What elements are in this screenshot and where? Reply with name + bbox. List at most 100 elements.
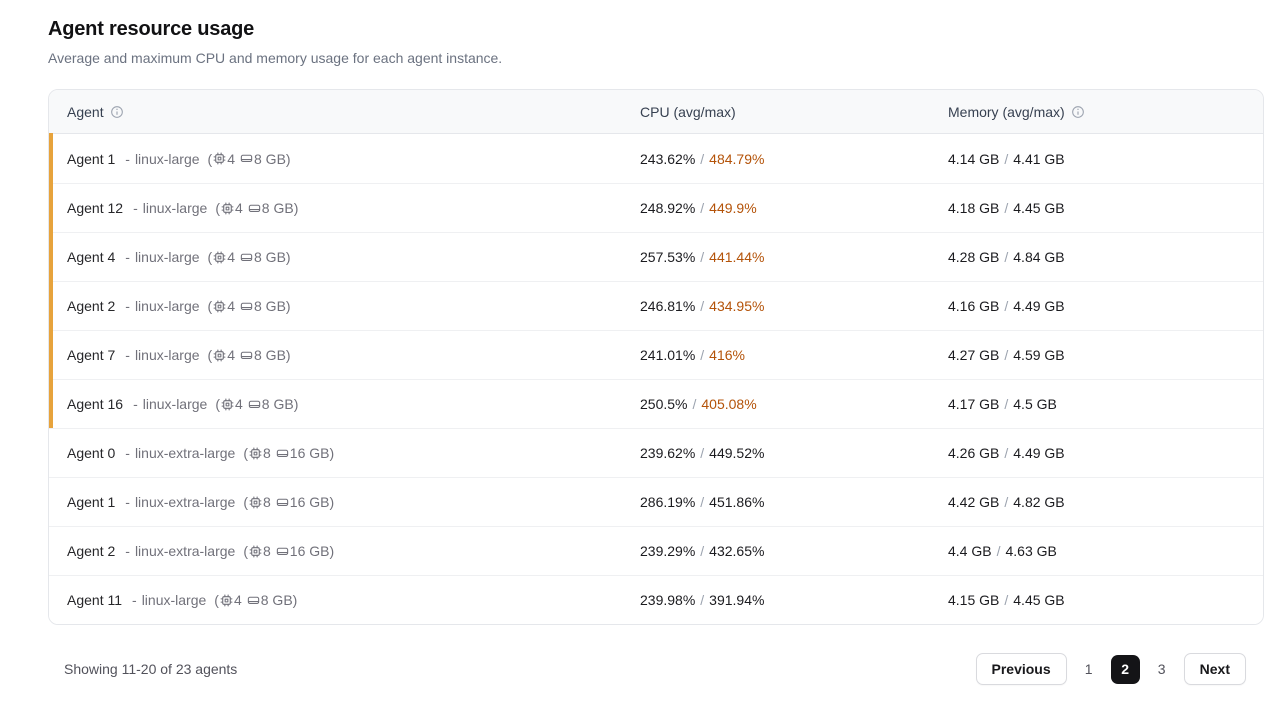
dash: - — [132, 592, 137, 608]
page-number-1[interactable]: 1 — [1084, 661, 1093, 677]
slash: / — [1004, 445, 1009, 461]
agent-cpus: 4 — [227, 150, 235, 167]
slash: / — [1004, 396, 1009, 412]
mem-max: 4.45 GB — [1013, 200, 1065, 216]
open-paren: ( — [214, 592, 219, 608]
memory-cell: 4.16 GB / 4.49 GB — [948, 298, 1263, 314]
agent-cpus: 4 — [233, 592, 242, 608]
cpu-max: 391.94% — [709, 592, 765, 608]
info-icon[interactable] — [110, 105, 124, 119]
cpu-cell: 239.98% / 391.94% — [640, 592, 948, 608]
agent-cell: Agent 0 - linux-extra-large ( 8 16 GB ) — [49, 445, 640, 461]
dash: - — [133, 200, 138, 216]
cpu-avg: 241.01% — [640, 347, 696, 363]
page-number-3[interactable]: 3 — [1157, 661, 1166, 677]
agent-ram: 16 GB — [289, 543, 330, 559]
cpu-max: 432.65% — [709, 543, 765, 559]
cpu-icon — [213, 251, 226, 264]
close-paren: ) — [285, 298, 291, 314]
cpu-avg: 239.29% — [640, 543, 696, 559]
mem-avg: 4.27 GB — [948, 347, 1000, 363]
agent-type: linux-extra-large — [134, 445, 236, 461]
mem-avg: 4.4 GB — [948, 543, 992, 559]
agent-name: Agent 1 — [67, 150, 116, 167]
table-row: Agent 4 - linux-large ( 4 8 GB ) 257.53%… — [49, 232, 1263, 281]
agent-name: Agent 16 — [67, 396, 124, 412]
cpu-icon — [221, 202, 234, 215]
cpu-cell: 239.62% / 449.52% — [640, 445, 948, 461]
agent-cell: Agent 1 - linux-extra-large ( 8 16 GB ) — [49, 494, 640, 510]
page-number-2-active[interactable]: 2 — [1110, 654, 1140, 684]
table-row: Agent 2 - linux-extra-large ( 8 16 GB ) … — [49, 526, 1263, 575]
memory-cell: 4.42 GB / 4.82 GB — [948, 494, 1263, 510]
cpu-cell: 286.19% / 451.86% — [640, 494, 948, 510]
mem-avg: 4.28 GB — [948, 249, 1000, 265]
cpu-icon — [249, 447, 262, 460]
memory-cell: 4.4 GB / 4.63 GB — [948, 543, 1263, 559]
open-paren: ( — [215, 396, 220, 412]
agent-meta: - linux-extra-large ( 8 16 GB ) — [125, 494, 334, 510]
agent-cpus: 8 — [262, 543, 271, 559]
cpu-avg: 239.62% — [640, 445, 696, 461]
slash: / — [1004, 249, 1009, 265]
mem-avg: 4.42 GB — [948, 494, 1000, 510]
agent-ram: 8 GB — [254, 249, 286, 265]
cpu-max: 449.9% — [709, 200, 757, 216]
dash: - — [125, 445, 130, 461]
slash: / — [700, 150, 705, 167]
agent-cpus: 4 — [227, 249, 235, 265]
agent-ram: 8 GB — [254, 347, 286, 363]
cpu-avg: 246.81% — [640, 298, 696, 314]
agent-cpus: 4 — [227, 298, 235, 314]
agent-cpus: 4 — [235, 396, 243, 412]
agent-name: Agent 12 — [67, 200, 124, 216]
cpu-max: 451.86% — [709, 494, 765, 510]
page-title: Agent resource usage — [48, 18, 255, 40]
slash: / — [1004, 347, 1009, 363]
open-paren: ( — [207, 150, 213, 167]
table-row: Agent 11 - linux-large ( 4 8 GB ) 239.98… — [49, 575, 1263, 624]
mem-avg: 4.14 GB — [948, 150, 1000, 167]
showing-count: Showing 11-20 of 23 agents — [64, 661, 238, 677]
previous-button[interactable]: Previous — [975, 653, 1067, 685]
slash: / — [1004, 200, 1009, 216]
close-paren: ) — [285, 347, 291, 363]
next-button[interactable]: Next — [1183, 653, 1246, 685]
table-footer: Showing 11-20 of 23 agents Previous 1 2 … — [48, 653, 1264, 685]
agent-type: linux-large — [134, 347, 200, 363]
slash: / — [700, 494, 705, 510]
mem-avg: 4.17 GB — [948, 396, 1000, 412]
ram-icon — [240, 300, 253, 313]
agent-name: Agent 11 — [67, 592, 123, 608]
close-paren: ) — [329, 543, 335, 559]
agent-name: Agent 7 — [67, 347, 116, 363]
agent-meta: - linux-large ( 4 8 GB ) — [125, 347, 290, 363]
cpu-max: 434.95% — [709, 298, 765, 314]
cpu-icon — [220, 594, 233, 607]
cpu-avg: 286.19% — [640, 494, 696, 510]
agent-ram: 16 GB — [289, 445, 330, 461]
cpu-icon — [213, 152, 226, 165]
dash: - — [125, 298, 130, 314]
memory-cell: 4.28 GB / 4.84 GB — [948, 249, 1263, 265]
close-paren: ) — [329, 445, 335, 461]
mem-avg: 4.15 GB — [948, 592, 1000, 608]
agent-meta: - linux-large ( 4 8 GB ) — [125, 298, 290, 314]
agent-type: linux-large — [141, 592, 207, 608]
agent-cell: Agent 7 - linux-large ( 4 8 GB ) — [49, 347, 640, 363]
slash: / — [700, 347, 705, 363]
cpu-max: 416% — [709, 347, 745, 363]
open-paren: ( — [243, 543, 248, 559]
cpu-avg: 243.62% — [640, 150, 696, 167]
column-header-memory-label: Memory (avg/max) — [948, 103, 1065, 120]
cpu-avg: 257.53% — [640, 249, 696, 265]
open-paren: ( — [215, 200, 220, 216]
agent-cell: Agent 11 - linux-large ( 4 8 GB ) — [49, 592, 640, 608]
cpu-max: 484.79% — [709, 150, 765, 167]
cpu-cell: 243.62% / 484.79% — [640, 151, 948, 167]
memory-cell: 4.14 GB / 4.41 GB — [948, 151, 1263, 167]
agent-cpus: 4 — [227, 347, 235, 363]
info-icon[interactable] — [1071, 105, 1085, 119]
agent-meta: - linux-large ( 4 8 GB ) — [125, 249, 290, 265]
slash: / — [700, 298, 705, 314]
